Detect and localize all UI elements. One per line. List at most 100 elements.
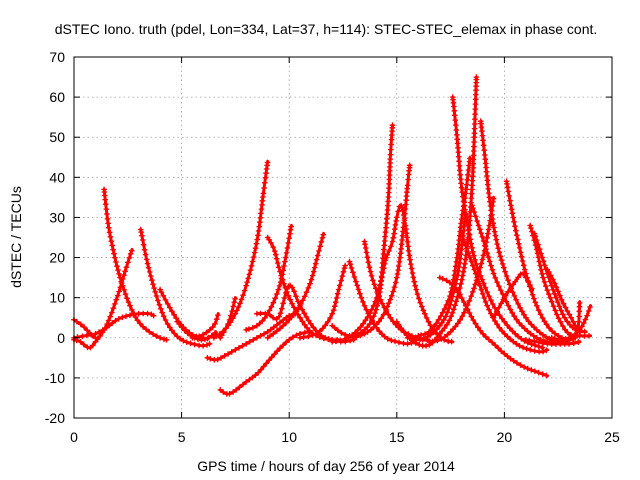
data-point bbox=[468, 313, 475, 320]
data-point bbox=[270, 244, 276, 250]
data-point bbox=[553, 294, 559, 301]
data-point bbox=[301, 322, 308, 328]
data-point bbox=[132, 314, 139, 320]
data-point bbox=[296, 304, 302, 311]
data-point bbox=[368, 306, 375, 313]
data-point bbox=[472, 111, 478, 117]
data-point bbox=[298, 301, 304, 307]
data-point bbox=[434, 337, 441, 344]
data-point bbox=[475, 273, 481, 279]
data-point bbox=[156, 302, 163, 308]
series-arc-02 bbox=[71, 247, 135, 351]
data-point bbox=[191, 341, 198, 348]
data-point bbox=[386, 300, 392, 306]
data-point bbox=[564, 318, 570, 325]
data-point bbox=[331, 324, 338, 331]
data-point bbox=[445, 298, 451, 304]
data-point bbox=[260, 190, 267, 197]
data-point bbox=[325, 336, 332, 342]
data-point bbox=[479, 132, 486, 139]
data-point bbox=[319, 325, 326, 332]
data-point bbox=[566, 335, 572, 341]
data-point bbox=[539, 371, 546, 377]
data-point bbox=[457, 317, 463, 323]
data-point bbox=[512, 223, 518, 229]
data-point bbox=[553, 284, 560, 290]
data-point bbox=[128, 247, 135, 254]
series-arc-35 bbox=[531, 230, 588, 335]
data-point bbox=[313, 256, 320, 263]
data-point bbox=[378, 315, 385, 322]
data-point bbox=[470, 205, 476, 211]
data-point bbox=[586, 333, 592, 339]
data-point bbox=[528, 225, 534, 231]
data-point bbox=[408, 261, 414, 267]
data-point bbox=[77, 321, 84, 328]
data-point bbox=[496, 249, 503, 256]
data-point bbox=[474, 218, 480, 224]
data-point bbox=[228, 349, 235, 355]
data-point bbox=[158, 306, 164, 312]
data-point bbox=[293, 332, 300, 339]
data-point bbox=[392, 279, 399, 286]
data-point bbox=[212, 321, 218, 327]
data-point bbox=[318, 333, 325, 339]
data-point bbox=[380, 270, 386, 276]
data-point bbox=[230, 303, 237, 310]
data-point bbox=[513, 227, 519, 234]
data-point bbox=[528, 321, 535, 328]
data-point bbox=[460, 198, 467, 204]
data-point bbox=[541, 262, 548, 269]
data-point bbox=[280, 342, 286, 348]
data-point bbox=[376, 293, 382, 299]
data-point bbox=[529, 291, 536, 298]
data-point bbox=[369, 318, 376, 324]
data-point bbox=[492, 232, 499, 239]
data-point bbox=[552, 307, 558, 314]
data-point bbox=[361, 302, 368, 309]
data-point bbox=[546, 291, 552, 297]
data-point bbox=[465, 250, 472, 257]
data-point bbox=[462, 261, 468, 267]
data-point bbox=[232, 347, 239, 353]
data-point bbox=[463, 306, 469, 312]
data-point bbox=[111, 250, 117, 257]
data-point bbox=[162, 297, 169, 303]
data-point bbox=[433, 320, 440, 327]
data-point bbox=[538, 250, 544, 257]
data-point bbox=[395, 321, 402, 328]
data-point bbox=[462, 241, 468, 247]
data-point bbox=[139, 232, 145, 239]
data-point bbox=[281, 263, 287, 269]
data-point bbox=[395, 208, 401, 215]
data-point bbox=[478, 287, 485, 293]
data-point bbox=[581, 320, 587, 326]
data-point bbox=[501, 331, 508, 337]
data-point bbox=[290, 334, 296, 341]
data-point bbox=[551, 280, 558, 287]
data-point bbox=[338, 330, 345, 336]
data-point bbox=[384, 303, 391, 310]
data-point bbox=[342, 336, 348, 342]
data-point bbox=[539, 271, 545, 277]
data-point bbox=[462, 210, 469, 217]
data-point bbox=[122, 291, 129, 297]
data-point bbox=[389, 122, 396, 128]
data-point bbox=[548, 335, 555, 341]
data-point bbox=[372, 285, 379, 292]
data-point bbox=[507, 355, 514, 362]
data-point bbox=[498, 257, 505, 263]
data-point bbox=[240, 292, 246, 298]
data-point bbox=[109, 320, 116, 326]
data-point bbox=[505, 302, 512, 309]
data-point bbox=[453, 127, 460, 133]
x-tick-label: 0 bbox=[70, 429, 78, 445]
data-point bbox=[528, 367, 535, 373]
data-point bbox=[247, 267, 254, 273]
data-point bbox=[112, 301, 118, 307]
data-point bbox=[407, 256, 413, 263]
data-point bbox=[401, 329, 407, 335]
data-point bbox=[319, 235, 326, 241]
data-point bbox=[461, 265, 467, 271]
data-point bbox=[473, 277, 480, 284]
